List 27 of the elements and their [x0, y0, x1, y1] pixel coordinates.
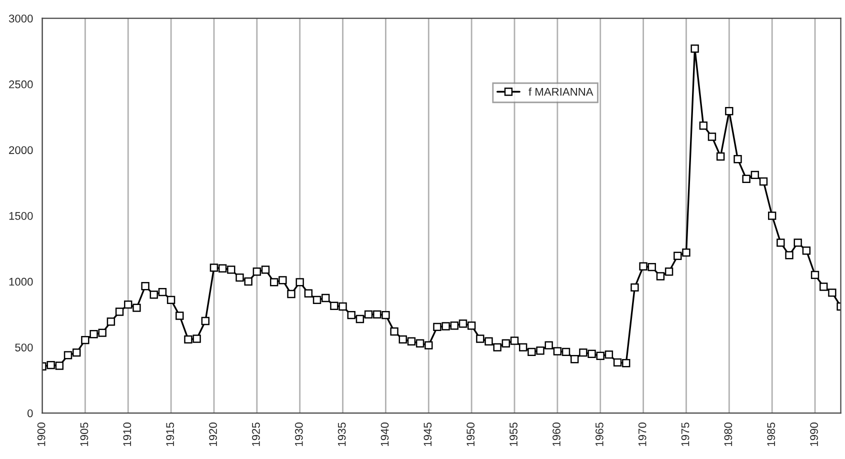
x-tick-label: 1960 [552, 422, 560, 446]
x-tick-label: 1945 [424, 422, 432, 446]
x-tick-label: 1915 [166, 422, 174, 446]
y-tick-label: 1500 [9, 212, 33, 220]
x-tick-label: 1970 [638, 422, 646, 446]
y-tick-label: 500 [15, 344, 33, 352]
x-tick-label: 1930 [294, 422, 303, 446]
x-tick-label: 1910 [123, 422, 132, 446]
x-tick-label: 1920 [209, 422, 217, 446]
y-tick-label: 1000 [9, 278, 33, 286]
x-tick-label: 1900 [37, 422, 46, 446]
x-tick-label: 1980 [724, 422, 732, 446]
x-tick-label: 1925 [252, 422, 260, 446]
x-tick-label: 1985 [767, 422, 776, 446]
legend-label: f MARIANNA [528, 88, 594, 96]
y-tick-label: 3000 [8, 14, 33, 22]
x-tick-label: 1940 [380, 422, 389, 446]
x-tick-label: 1935 [338, 422, 346, 446]
x-tick-label: 1965 [595, 422, 604, 446]
y-tick-label: 2000 [9, 146, 33, 154]
y-tick-label: 2500 [9, 80, 33, 88]
x-tick-label: 1975 [681, 422, 690, 446]
x-tick-label: 1905 [80, 422, 88, 446]
x-tick-label: 1955 [510, 422, 518, 446]
y-tick-label: 0 [27, 409, 33, 418]
x-tick-label: 1990 [810, 422, 818, 446]
x-tick-label: 1950 [466, 422, 475, 446]
